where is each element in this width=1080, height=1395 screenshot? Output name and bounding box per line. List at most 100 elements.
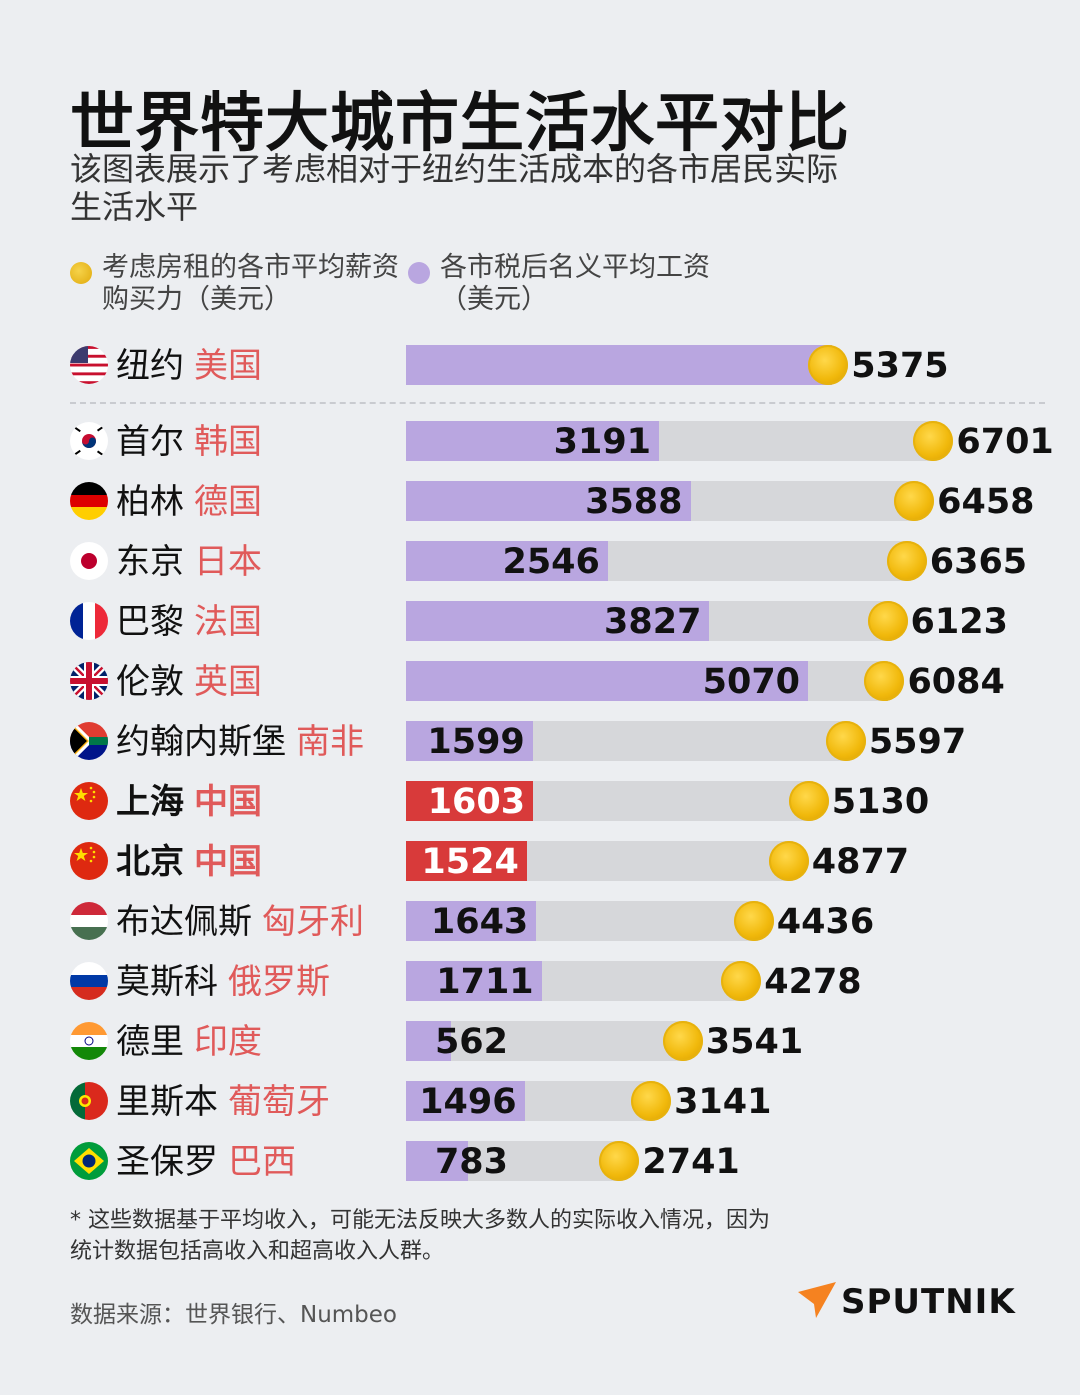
city-name: 布达佩斯 匈牙利 — [116, 900, 364, 944]
purchasing-power-value-label: 3141 — [674, 1082, 772, 1122]
pt-flag-icon — [70, 1082, 108, 1120]
salary-value-label: 783 — [434, 1142, 508, 1182]
purchasing-power-value-label: 3541 — [705, 1022, 804, 1062]
country-name: 日本 — [194, 542, 262, 582]
purchasing-power-value-label: 4877 — [811, 842, 910, 882]
page-subtitle: 该图表展示了考虑相对于纽约生活成本的各市居民实际生活水平 — [70, 150, 839, 226]
city-name-text: 首尔 — [116, 422, 184, 462]
country-name: 匈牙利 — [262, 902, 364, 942]
city-name-text: 圣保罗 — [116, 1142, 218, 1182]
jp-flag-icon — [70, 542, 108, 580]
salary-value-label: 1711 — [436, 962, 534, 1002]
purchasing-power-value-label: 4436 — [776, 902, 875, 942]
salary-value-label: 1599 — [427, 722, 525, 762]
city-name: 北京 中国 — [116, 840, 262, 884]
legend-purchasing-power-label: 考虑房租的各市平均薪资购买力（美元） — [102, 252, 399, 315]
page-title: 世界特大城市生活水平对比 — [70, 87, 850, 161]
coin-icon — [662, 1021, 703, 1061]
salary-bar — [406, 841, 527, 881]
country-name: 美国 — [194, 346, 262, 386]
br-flag-icon — [70, 1142, 108, 1180]
coin-icon — [733, 901, 774, 941]
kr-flag-icon — [70, 422, 108, 460]
country-name: 英国 — [194, 662, 262, 702]
gb-flag-icon — [70, 662, 108, 700]
city-name: 圣保罗 巴西 — [116, 1140, 296, 1184]
salary-value-label: 1496 — [419, 1082, 517, 1122]
city-name-text: 北京 — [116, 842, 184, 882]
city-name: 约翰内斯堡 南非 — [116, 720, 364, 764]
city-name-text: 伦敦 — [116, 662, 184, 702]
salary-bar — [406, 721, 533, 761]
city-name-text: 东京 — [116, 542, 184, 582]
fr-flag-icon — [70, 602, 108, 640]
legend-salary-label: 各市税后名义平均工资（美元） — [440, 252, 710, 315]
salary-bar — [406, 481, 691, 521]
salary-value-label: 5070 — [702, 662, 801, 702]
coin-icon — [867, 601, 908, 641]
country-name: 韩国 — [194, 422, 262, 462]
country-name: 巴西 — [228, 1142, 296, 1182]
salary-bar — [406, 661, 809, 701]
in-flag-icon — [70, 1022, 108, 1060]
country-name: 南非 — [296, 722, 364, 762]
city-name: 巴黎 法国 — [116, 600, 262, 644]
coin-icon — [721, 961, 762, 1001]
salary-bar — [406, 345, 833, 385]
coin-icon — [825, 721, 866, 761]
footnote: * 这些数据基于平均收入，可能无法反映大多数人的实际收入情况，因为统计数据包括高… — [70, 1208, 770, 1264]
salary-bar — [406, 781, 534, 821]
salary-bar — [406, 901, 537, 941]
salary-bar — [406, 1081, 525, 1121]
country-name: 中国 — [194, 782, 262, 822]
source-note: 数据来源：世界银行、Numbeo — [70, 1302, 398, 1328]
city-name-text: 德里 — [116, 1022, 184, 1062]
salary-value-label: 1603 — [427, 782, 526, 822]
city-name-text: 约翰内斯堡 — [116, 722, 286, 762]
city-name: 德里 印度 — [116, 1020, 262, 1064]
cn-flag-icon — [70, 782, 108, 820]
country-name: 中国 — [194, 842, 262, 882]
city-name-text: 柏林 — [116, 482, 184, 522]
hu-flag-icon — [70, 902, 108, 940]
purchasing-power-value-label: 6084 — [907, 662, 1005, 702]
salary-bar — [406, 421, 660, 461]
salary-value-label: 2546 — [502, 542, 600, 582]
coin-icon — [788, 781, 829, 821]
purchasing-power-value-label: 6123 — [910, 602, 1008, 642]
salary-bar — [406, 541, 608, 581]
purchasing-power-value-label: 6701 — [956, 422, 1054, 462]
us-flag-icon — [70, 346, 108, 384]
city-name: 上海 中国 — [116, 780, 262, 824]
salary-value-label: 3191 — [553, 422, 652, 462]
city-name: 莫斯科 俄罗斯 — [116, 960, 330, 1004]
de-flag-icon — [70, 482, 108, 520]
city-name-text: 上海 — [116, 782, 184, 822]
country-name: 俄罗斯 — [228, 962, 330, 1002]
cn-flag-icon — [70, 842, 108, 880]
city-name: 纽约 美国 — [116, 344, 262, 388]
coin-icon — [864, 661, 905, 701]
salary-value-label: 1524 — [421, 842, 519, 882]
sputnik-logo-icon — [798, 1282, 836, 1318]
ru-flag-icon — [70, 962, 108, 1000]
country-name: 法国 — [194, 602, 262, 642]
purchasing-power-value-label: 6458 — [937, 482, 1035, 522]
city-name: 里斯本 葡萄牙 — [116, 1080, 330, 1124]
logo-wordmark: SPUTNIK — [841, 1282, 1016, 1322]
city-name-text: 巴黎 — [116, 602, 184, 642]
purchasing-power-bar — [406, 1021, 687, 1061]
city-name: 伦敦 英国 — [116, 660, 262, 704]
purchasing-power-value-label: 5597 — [868, 722, 967, 762]
salary-dot-icon — [408, 262, 430, 284]
purchasing-power-value-label: 2741 — [642, 1142, 740, 1182]
purchasing-power-value-label: 5130 — [831, 782, 930, 822]
salary-value-label: 1643 — [430, 902, 529, 942]
za-flag-icon — [70, 722, 108, 760]
salary-bar — [406, 1141, 469, 1181]
salary-value-label: 562 — [434, 1022, 508, 1062]
purchasing-power-value-label: 5375 — [851, 346, 949, 386]
salary-value-label: 3588 — [585, 482, 683, 522]
purchasing-power-value-label: 6365 — [929, 542, 1028, 582]
coin-icon — [631, 1081, 672, 1121]
